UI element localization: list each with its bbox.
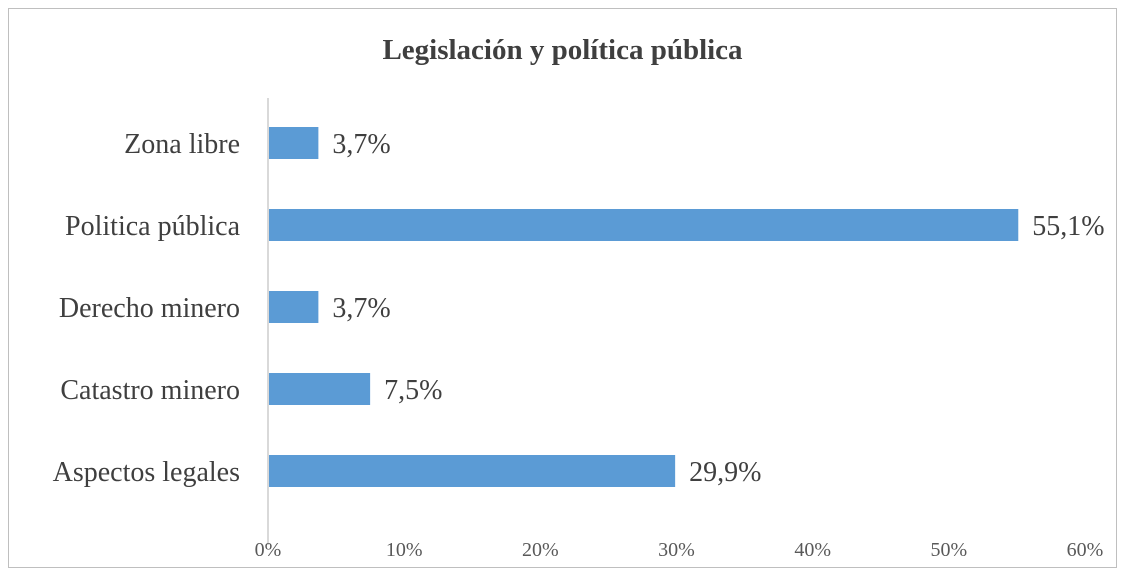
bar-catastro-minero [269, 373, 371, 405]
category-label: Zona libre [124, 129, 240, 160]
category-label: Catastro minero [60, 375, 240, 406]
bar-derecho-minero [269, 291, 319, 323]
bars-group [269, 127, 1019, 487]
bar-zona-libre [269, 127, 319, 159]
x-tick-labels-group: 0% 10% 20% 30% 40% 50% 60% [255, 539, 1104, 561]
data-label: 29,9% [689, 457, 761, 488]
bar-aspectos-legales [269, 455, 676, 487]
category-label: Derecho minero [59, 293, 240, 324]
x-tick-label: 50% [930, 539, 967, 561]
chart-title: Legislación y política pública [382, 34, 743, 66]
x-tick-label: 10% [386, 539, 423, 561]
category-labels-group: Zona libre Politica pública Derecho minero… [53, 129, 241, 488]
data-label: 3,7% [332, 129, 390, 160]
data-label: 7,5% [384, 375, 442, 406]
x-tick-label: 30% [658, 539, 695, 561]
x-tick-label: 40% [794, 539, 831, 561]
category-label: Aspectos legales [53, 457, 240, 488]
data-label: 3,7% [332, 293, 390, 324]
data-labels-group: 3,7% 55,1% 3,7% 7,5% 29,9% [332, 129, 1104, 488]
x-tick-label: 20% [522, 539, 559, 561]
x-tick-label: 0% [255, 539, 282, 561]
data-label: 55,1% [1032, 211, 1104, 242]
x-tick-label: 60% [1067, 539, 1104, 561]
category-label: Politica pública [65, 211, 241, 242]
bar-politica-publica [269, 209, 1019, 241]
